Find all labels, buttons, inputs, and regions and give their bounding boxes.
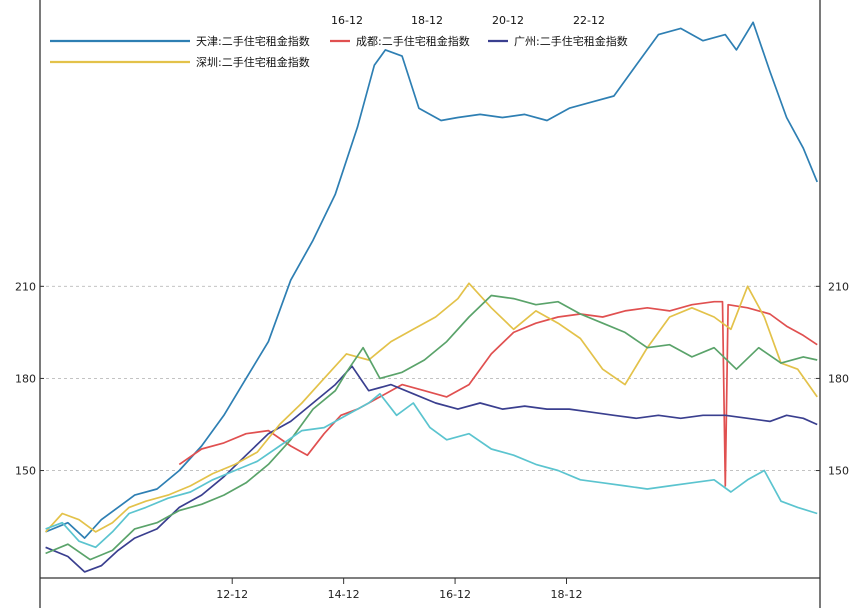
top-x-tick-label: 20-12 xyxy=(492,14,524,27)
series-line-2 xyxy=(45,365,818,573)
series-line-0 xyxy=(45,21,818,539)
legend-label: 成都:二手住宅租金指数 xyxy=(356,34,470,48)
series-line-3 xyxy=(44,282,818,533)
y-tick-label-right: 210 xyxy=(828,280,849,293)
y-tick-label-left: 210 xyxy=(15,280,36,293)
x-tick-label: 18-12 xyxy=(551,588,583,601)
y-tick-label-right: 180 xyxy=(828,372,849,385)
series-layer xyxy=(44,21,818,573)
label-layer: 150 150 180 180 210 210 12-12 14-12 16-12 18-12 16… xyxy=(15,14,849,601)
legend-label: 天津:二手住宅租金指数 xyxy=(196,34,310,48)
y-tick-label-left: 180 xyxy=(15,372,36,385)
x-tick-label: 14-12 xyxy=(328,588,360,601)
legend-label: 广州:二手住宅租金指数 xyxy=(514,34,628,48)
top-x-tick-label: 22-12 xyxy=(573,14,605,27)
legend: 天津:二手住宅租金指数 成都:二手住宅租金指数 广州:二手住宅租金指数深圳:二手住宅… xyxy=(50,34,628,69)
top-x-tick-label: 16-12 xyxy=(331,14,363,27)
grid-layer xyxy=(40,285,820,471)
top-x-tick-label: 18-12 xyxy=(411,14,443,27)
x-tick-label: 16-12 xyxy=(439,588,471,601)
series-line-1 xyxy=(178,300,818,487)
series-line-5 xyxy=(45,392,818,549)
legend-label: 深圳:二手住宅租金指数 xyxy=(196,55,310,69)
axis-layer xyxy=(39,0,821,608)
y-tick-label-right: 150 xyxy=(828,465,849,478)
x-tick-label: 12-12 xyxy=(216,588,248,601)
y-tick-label-left: 150 xyxy=(15,465,36,478)
series-line-4 xyxy=(45,294,818,561)
